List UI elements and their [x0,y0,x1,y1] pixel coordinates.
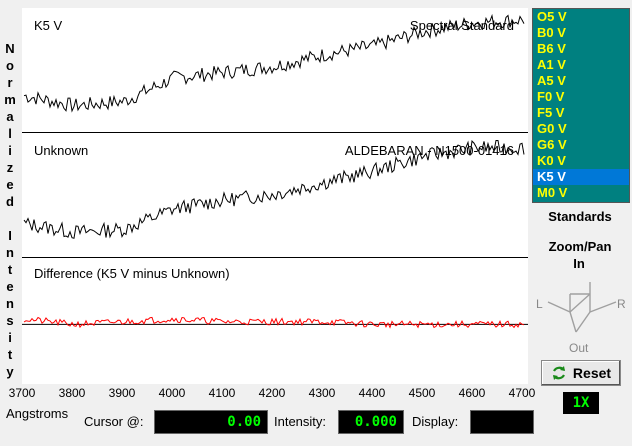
x-tick-label: 4200 [258,386,286,400]
intensity-readout: 0.000 [338,410,404,434]
x-axis: 3700 3800 3900 4000 4100 4200 4300 4400 4500 4600… [0,386,540,406]
y-axis-letter: I [8,228,12,243]
y-axis-letter: i [8,143,12,158]
standard-list-item[interactable]: A1 V [537,57,566,72]
zoom-pan-title: Zoom/Pan [548,239,612,254]
display-readout [470,410,534,434]
reset-label: Reset [572,365,612,381]
x-tick-label: 4400 [358,386,386,400]
status-bar: Angstroms Cursor @: 0.00 Intensity: 0.00… [0,406,632,446]
difference-chart [22,316,528,329]
y-axis-letter: r [7,75,13,90]
standard-title: K5 V [34,18,63,33]
standard-spectrum-chart [23,13,525,113]
difference-panel: Difference (K5 V minus Unknown) [22,258,528,384]
refresh-icon [552,366,565,380]
cursor-readout: 0.00 [154,410,268,434]
cursor-label: Cursor @: [84,414,144,429]
y-axis-letter: t [7,347,13,362]
x-tick-label: 3700 [8,386,36,400]
y-axis-letter: a [6,109,14,124]
y-axis-letter: e [6,177,14,192]
x-tick-label: 4100 [208,386,236,400]
y-axis-letter: n [6,245,14,260]
spectrum-series-line [23,316,525,329]
standards-label: Standards [548,209,612,224]
y-axis-letter: e [6,279,14,294]
y-axis-letter: t [7,262,13,277]
standard-list-item[interactable]: O5 V [537,9,567,24]
standard-list-item[interactable]: K5 V [533,169,629,185]
unknown-panel: Unknown ALDEBARAN - N1500-01416 [22,133,528,257]
x-tick-label: 4700 [508,386,536,400]
x-tick-label: 3900 [108,386,136,400]
x-tick-label: 4500 [408,386,436,400]
y-axis-letter: s [6,313,14,328]
standards-list[interactable]: O5 V B0 V B6 V A1 V A5 V F0 V F5 V G0 V G6 V K0 V… [532,8,630,203]
standard-list-item[interactable]: K0 V [537,153,566,168]
y-axis-letter [2,210,18,227]
unknown-spectrum-chart [23,140,525,239]
standard-list-item[interactable]: G6 V [537,137,567,152]
spectrum-series-line [23,13,525,113]
y-axis-letter: i [8,330,12,345]
zoom-out-label[interactable]: Out [569,341,589,355]
unknown-star-name: ALDEBARAN - N1500-01416 [344,143,514,158]
zoom-pan-control-icon[interactable] [540,272,630,342]
y-axis-letter: d [6,194,14,209]
y-axis-letter: z [6,160,14,175]
y-axis-letter: m [4,92,16,107]
standard-list-item[interactable]: F0 V [537,89,565,104]
pan-left-label[interactable]: L [536,297,543,311]
x-axis-units: Angstroms [6,406,69,421]
intensity-label: Intensity: [274,414,327,429]
y-axis-letter: o [6,58,14,73]
y-axis-letter: y [6,364,14,379]
standard-subtitle: Spectral Standard [409,18,514,33]
standard-list-item[interactable]: G0 V [537,121,567,136]
x-tick-label: 4300 [308,386,336,400]
standard-list-item[interactable]: A5 V [537,73,566,88]
x-tick-label: 4000 [158,386,186,400]
zoom-in-label[interactable]: In [573,256,585,271]
spectrum-series-line [23,140,525,239]
y-axis-letter: n [6,296,14,311]
panel-divider [22,257,528,258]
pan-right-label[interactable]: R [617,297,626,311]
unknown-title: Unknown [34,143,89,158]
y-axis-letter: N [5,41,15,56]
standard-panel: K5 V Spectral Standard [22,8,528,132]
standard-list-item[interactable]: F5 V [537,105,565,120]
plot-area[interactable]: K5 V Spectral Standard Unknown ALDEBARAN… [22,8,528,384]
panel-divider [22,132,528,133]
difference-title: Difference (K5 V minus Unknown) [34,266,230,281]
x-tick-label: 3800 [58,386,86,400]
x-tick-label: 4600 [458,386,486,400]
zoom-level-readout: 1X [563,392,599,414]
standard-list-item[interactable]: B6 V [537,41,566,56]
y-axis-letter: l [8,126,12,141]
display-label: Display: [412,414,459,429]
standard-list-item[interactable]: M0 V [537,185,568,200]
reset-button[interactable]: Reset [541,360,621,386]
standard-list-item[interactable]: B0 V [537,25,566,40]
